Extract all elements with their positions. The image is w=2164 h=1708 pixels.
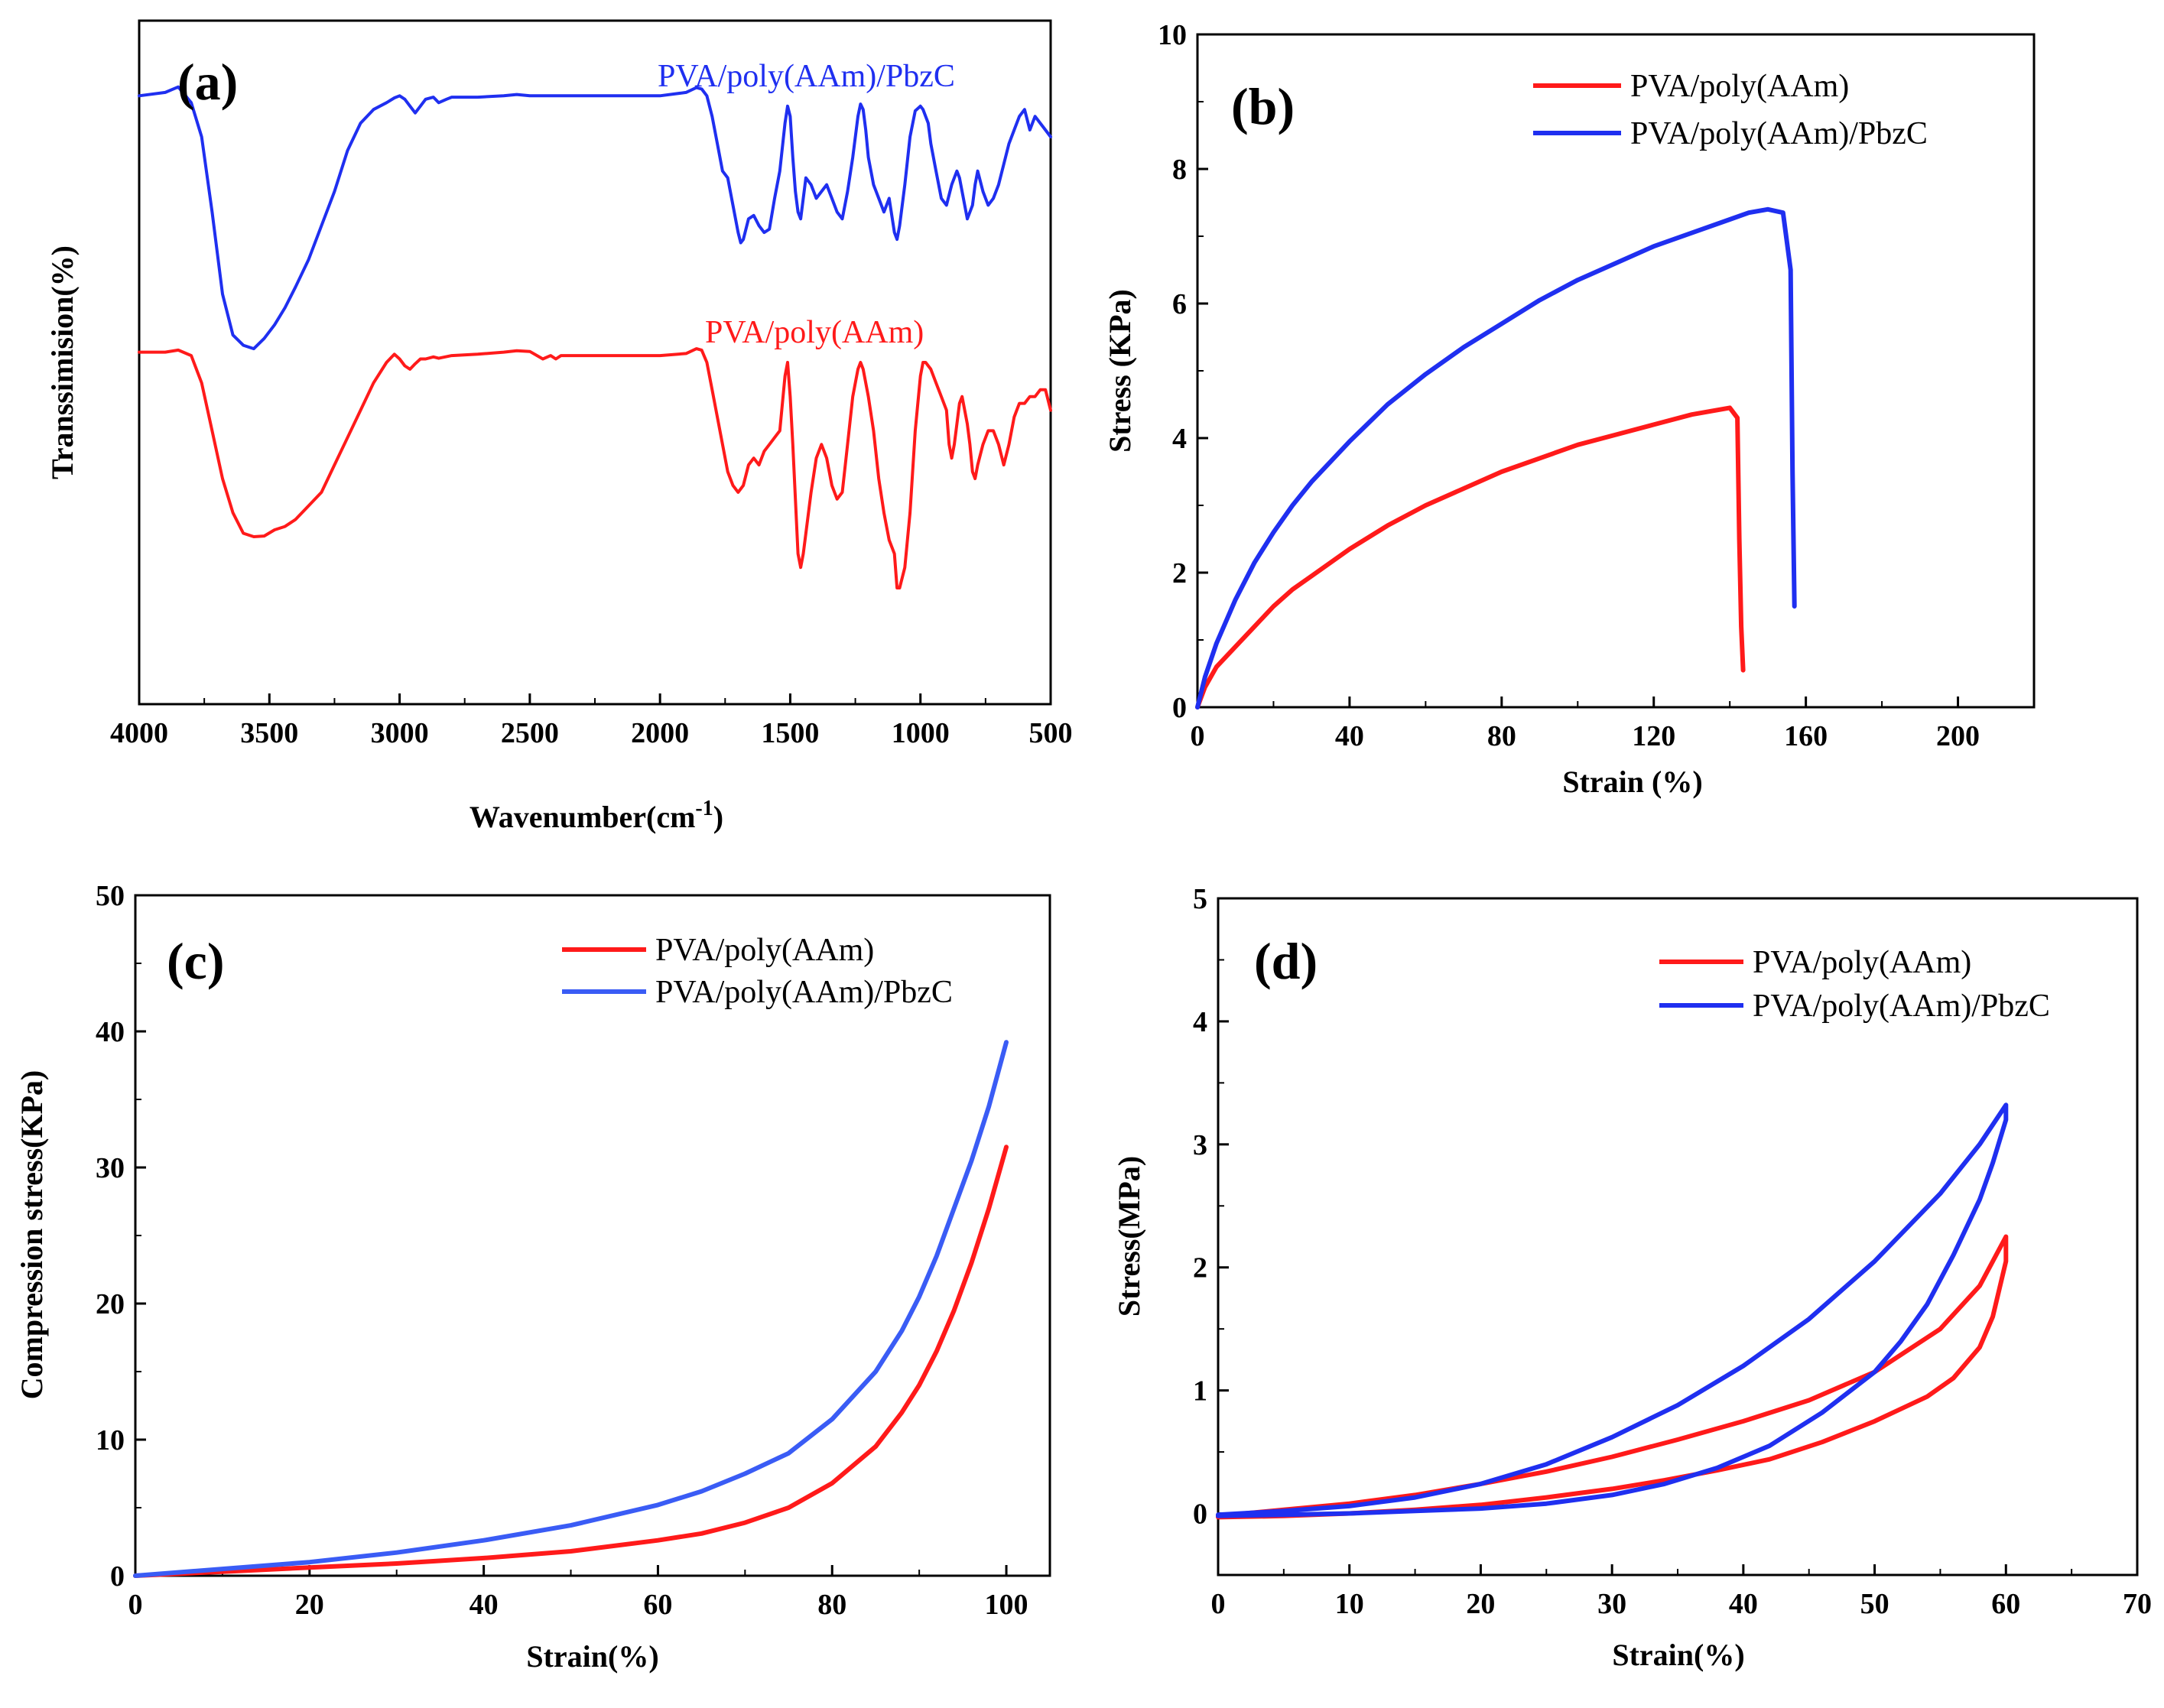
panel-c-xtick-label: 0 (128, 1589, 143, 1621)
panel-d-legend-label: PVA/poly(AAm)/PbzC (1753, 989, 2050, 1024)
panel-c-xlabel: Strain(%) (526, 1639, 658, 1674)
panel-c-xtick-label: 60 (643, 1589, 672, 1621)
panel-b-ticks: 0 40 80 120 160 200 0 2 4 6 8 10 (1158, 19, 1980, 752)
panel-d-series-line-0 (1216, 1234, 2009, 1520)
panel-c-series-line-0 (133, 1145, 1009, 1578)
panel-c-ylabel: Compression stress(KPa) (15, 1070, 49, 1400)
panel-c-legend-label: PVA/poly(AAm) (655, 933, 874, 968)
panel-b-ytick-label: 4 (1172, 423, 1187, 455)
panel-b-xlabel: Strain (%) (1562, 765, 1702, 799)
panel-a-xlabel: Wavenumber(cm-1) (470, 797, 723, 834)
panel-d-xtick-label: 30 (1597, 1588, 1626, 1620)
panel-b-xtick-label: 200 (1936, 720, 1980, 752)
panel-a-xtick-label: 3000 (371, 717, 429, 749)
panel-b-xtick-label: 40 (1335, 720, 1364, 752)
panel-c-ytick-label: 0 (110, 1560, 125, 1593)
panel-d-legend-label: PVA/poly(AAm) (1753, 945, 1971, 980)
panel-d-xtick-label: 20 (1466, 1588, 1495, 1620)
panel-b-legend-label: PVA/poly(AAm) (1630, 69, 1849, 104)
panel-a-ticks: 4000 3500 3000 2500 2000 1500 1000 500 (110, 693, 1073, 749)
panel-a-xtick-label: 2500 (501, 717, 559, 749)
panel-a-xtick-label: 3500 (240, 717, 298, 749)
panel-d-xtick-label: 0 (1211, 1588, 1226, 1620)
panel-a-series-label-pbzc: PVA/poly(AAm)/PbzC (658, 59, 955, 94)
panel-b-ytick-label: 2 (1172, 557, 1187, 589)
panel-d-cyclic: 0 10 20 30 40 50 60 70 0 1 2 3 4 5 (d) Stress(MPa) St… (1112, 883, 2152, 1672)
panel-d-label: (d) (1254, 932, 1318, 990)
panel-c-label: (c) (167, 932, 224, 990)
panel-b-legend: PVA/poly(AAm) PVA/poly(AAm)/PbzC (1533, 69, 1928, 151)
panel-c-ytick-label: 10 (96, 1424, 125, 1456)
panel-d-xtick-label: 50 (1860, 1588, 1889, 1620)
panel-b-xtick-label: 0 (1191, 720, 1205, 752)
panel-c-compression: 0 20 40 60 80 100 0 10 20 30 40 50 (c) Compression … (15, 880, 1051, 1674)
panel-a-series-line-0 (138, 85, 1052, 351)
panel-c-xtick-label: 20 (295, 1589, 324, 1621)
panel-d-xlabel: Strain(%) (1612, 1638, 1744, 1672)
panel-d-xtick-label: 40 (1729, 1588, 1758, 1620)
panel-d-ylabel: Stress(MPa) (1112, 1156, 1146, 1317)
panel-d-series-line-1 (1216, 1102, 2009, 1518)
panel-a-xtick-label: 2000 (631, 717, 689, 749)
panel-a-label: (a) (177, 53, 238, 111)
panel-a-xtick-label: 1000 (892, 717, 950, 749)
panel-c-legend-label: PVA/poly(AAm)/PbzC (655, 975, 953, 1010)
panel-d-curves (1216, 1102, 2009, 1520)
panel-b-tensile: 0 40 80 120 160 200 0 2 4 6 8 10 (b) Stress (KPa) S… (1103, 19, 2036, 799)
panel-d-xtick-label: 10 (1335, 1588, 1364, 1620)
panel-d-ytick-label: 3 (1193, 1129, 1207, 1161)
panel-d-ytick-label: 0 (1193, 1499, 1207, 1531)
panel-a-series-line-1 (138, 347, 1052, 589)
panel-b-ytick-label: 8 (1172, 154, 1187, 186)
panel-b-xtick-label: 120 (1632, 720, 1675, 752)
panel-b-ylabel: Stress (KPa) (1103, 289, 1137, 453)
panel-c-ticks: 0 20 40 60 80 100 0 10 20 30 40 50 (96, 880, 1028, 1621)
panel-a-xtick-label: 4000 (110, 717, 168, 749)
panel-c-xtick-label: 40 (470, 1589, 499, 1621)
panel-c-legend: PVA/poly(AAm) PVA/poly(AAm)/PbzC (562, 933, 953, 1010)
panel-b-xtick-label: 160 (1784, 720, 1828, 752)
panel-d-ytick-label: 5 (1193, 883, 1207, 915)
panel-d-xtick-label: 70 (2123, 1588, 2152, 1620)
panel-c-series-line-1 (133, 1040, 1009, 1578)
panel-b-ytick-label: 6 (1172, 288, 1187, 320)
panel-d-ticks: 0 10 20 30 40 50 60 70 0 1 2 3 4 5 (1193, 883, 2152, 1620)
panel-b-ytick-label: 0 (1172, 692, 1187, 724)
panel-c-ytick-label: 20 (96, 1288, 125, 1320)
panel-c-ytick-label: 50 (96, 880, 125, 912)
panel-b-xtick-label: 80 (1487, 720, 1516, 752)
panel-a-ylabel: Transsimision(%) (45, 245, 80, 479)
panel-c-ytick-label: 40 (96, 1016, 125, 1048)
panel-c-xtick-label: 100 (985, 1589, 1028, 1621)
panel-b-series-line-1 (1195, 206, 1797, 710)
panel-c-ytick-label: 30 (96, 1152, 125, 1184)
panel-a-xtick-label: 500 (1029, 717, 1073, 749)
panel-c-curves (133, 1040, 1009, 1578)
panel-d-ytick-label: 4 (1193, 1006, 1207, 1038)
panel-b-label: (b) (1231, 77, 1295, 135)
panel-a-ftir: 4000 3500 3000 2500 2000 1500 1000 500 (a) Tran… (45, 19, 1073, 834)
panel-b-legend-label: PVA/poly(AAm)/PbzC (1630, 116, 1928, 151)
panel-b-series-line-0 (1195, 405, 1746, 710)
panel-a-series-label-aam: PVA/poly(AAm) (705, 315, 924, 350)
panel-d-ytick-label: 1 (1193, 1375, 1207, 1408)
panel-a-xtick-label: 1500 (761, 717, 819, 749)
panel-b-ytick-label: 10 (1158, 19, 1187, 51)
panel-d-legend: PVA/poly(AAm) PVA/poly(AAm)/PbzC (1659, 945, 2050, 1024)
panel-a-xlabel-sup: -1 (695, 797, 713, 820)
panel-d-ytick-label: 2 (1193, 1252, 1207, 1284)
panel-c-xtick-label: 80 (817, 1589, 846, 1621)
panel-b-curves (1195, 206, 1797, 710)
panel-a-xlabel-close: ) (713, 800, 723, 834)
panel-a-curves (138, 85, 1052, 589)
panel-d-xtick-label: 60 (1991, 1588, 2020, 1620)
panel-a-xlabel-main: Wavenumber(cm (470, 800, 696, 834)
